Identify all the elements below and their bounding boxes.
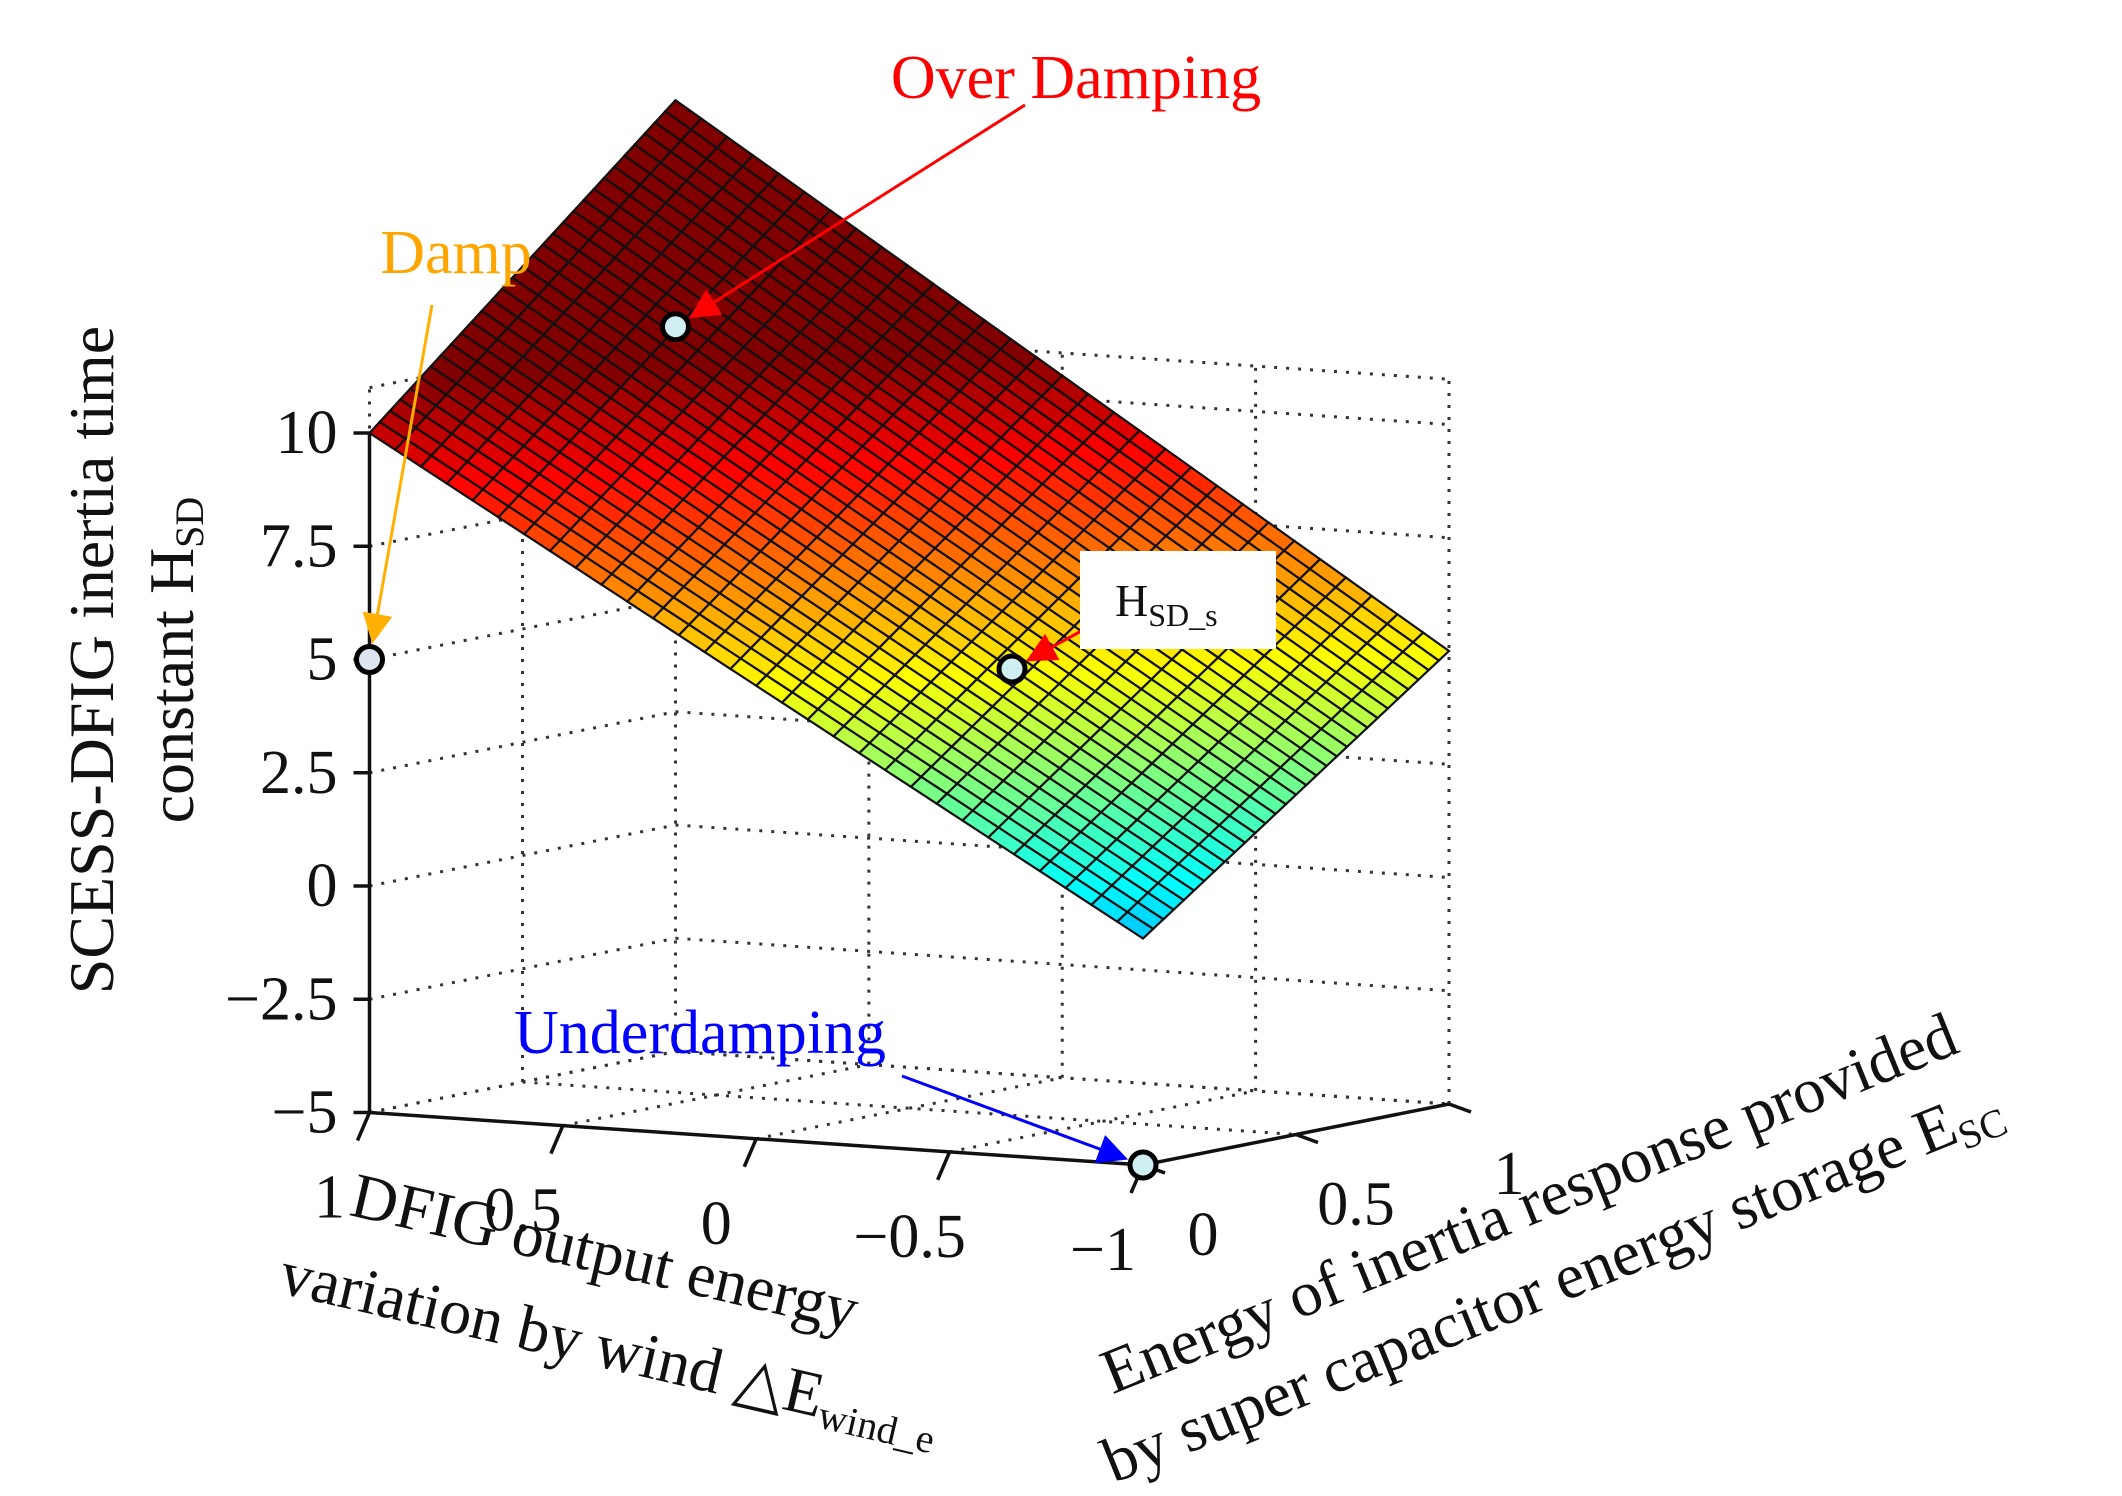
annotation-hsd-s-box xyxy=(1080,551,1276,649)
annotation-over-damping: Over Damping xyxy=(891,44,1261,112)
wind-axis-tick-label: 0.5 xyxy=(484,1177,562,1245)
wind-axis-tick-label: −0.5 xyxy=(853,1203,965,1271)
sc-axis-tick-label: 1 xyxy=(1494,1140,1525,1208)
z-axis-label-line1: SCESS-DFIG inertia time xyxy=(56,326,127,994)
annotation-damp: Damp xyxy=(380,219,532,287)
sc-axis-tick xyxy=(1448,1102,1472,1114)
z-axis-tick-label: −5 xyxy=(272,1079,338,1147)
wind-axis-tick xyxy=(936,1151,952,1181)
z-axis-tick-label: 2.5 xyxy=(260,739,338,807)
annotation-marker xyxy=(1127,1149,1159,1181)
z-axis-tick-label: −2.5 xyxy=(225,965,337,1033)
annotation-arrow xyxy=(362,304,434,644)
axes: 10 7.5 5 2.5 0 −2.5 −5 1 0.5 0 −0.5 −1 0 0.5 1 xyxy=(225,399,1524,1284)
wind-axis-tick xyxy=(549,1124,565,1155)
surface-cell xyxy=(1115,910,1155,940)
sc-axis-tick xyxy=(1295,1132,1319,1145)
annotation-underdamping: Underdamping xyxy=(514,999,886,1067)
annotation-marker xyxy=(354,644,385,675)
wind-axis-tick xyxy=(355,1111,372,1142)
grid-line-z xyxy=(369,936,1450,1001)
sc-axis-label-line2: by super capacitor energy storage ESC xyxy=(1092,1070,2013,1496)
z-axis-tick-label: 10 xyxy=(276,399,338,467)
z-axis-tick-label: 5 xyxy=(307,626,338,694)
z-axis-label: SCESS-DFIG inertia time constant HSD xyxy=(56,326,212,994)
sc-axis-label: Energy of inertia response provided by s… xyxy=(1091,999,2013,1496)
sc-axis-tick-label: 0.5 xyxy=(1317,1171,1395,1239)
wind-axis-label: DFIG output energy variation by wind △Ew… xyxy=(274,1159,939,1462)
z-axis-tick-label: 0 xyxy=(307,852,338,920)
annotation-arrow xyxy=(689,103,1026,319)
grid-line-wind-floor xyxy=(949,1089,1256,1154)
annotation-arrow xyxy=(901,1074,1128,1164)
annotation-marker xyxy=(996,653,1028,685)
z-axis-tick-label: 7.5 xyxy=(260,512,338,580)
wind-axis-tick-label: −1 xyxy=(1070,1216,1136,1284)
surface-mesh xyxy=(367,98,1451,940)
wind-axis-tick-label: 0 xyxy=(701,1190,732,1258)
annotation-hsd-s-label: HSD_s xyxy=(1115,575,1218,633)
wind-axis-tick xyxy=(742,1138,758,1168)
sc-axis-tick-label: 0 xyxy=(1188,1201,1219,1269)
annotation-marker xyxy=(660,311,691,343)
annotation-hsd-s: HSD_s xyxy=(1080,551,1276,649)
grid-line-wind-floor xyxy=(755,1076,1063,1141)
grid-line-z xyxy=(369,823,1450,888)
z-axis-label-line2: constant HSD xyxy=(136,497,212,824)
wind-axis-tick-label: 1 xyxy=(314,1164,345,1232)
annotations xyxy=(354,103,1159,1181)
